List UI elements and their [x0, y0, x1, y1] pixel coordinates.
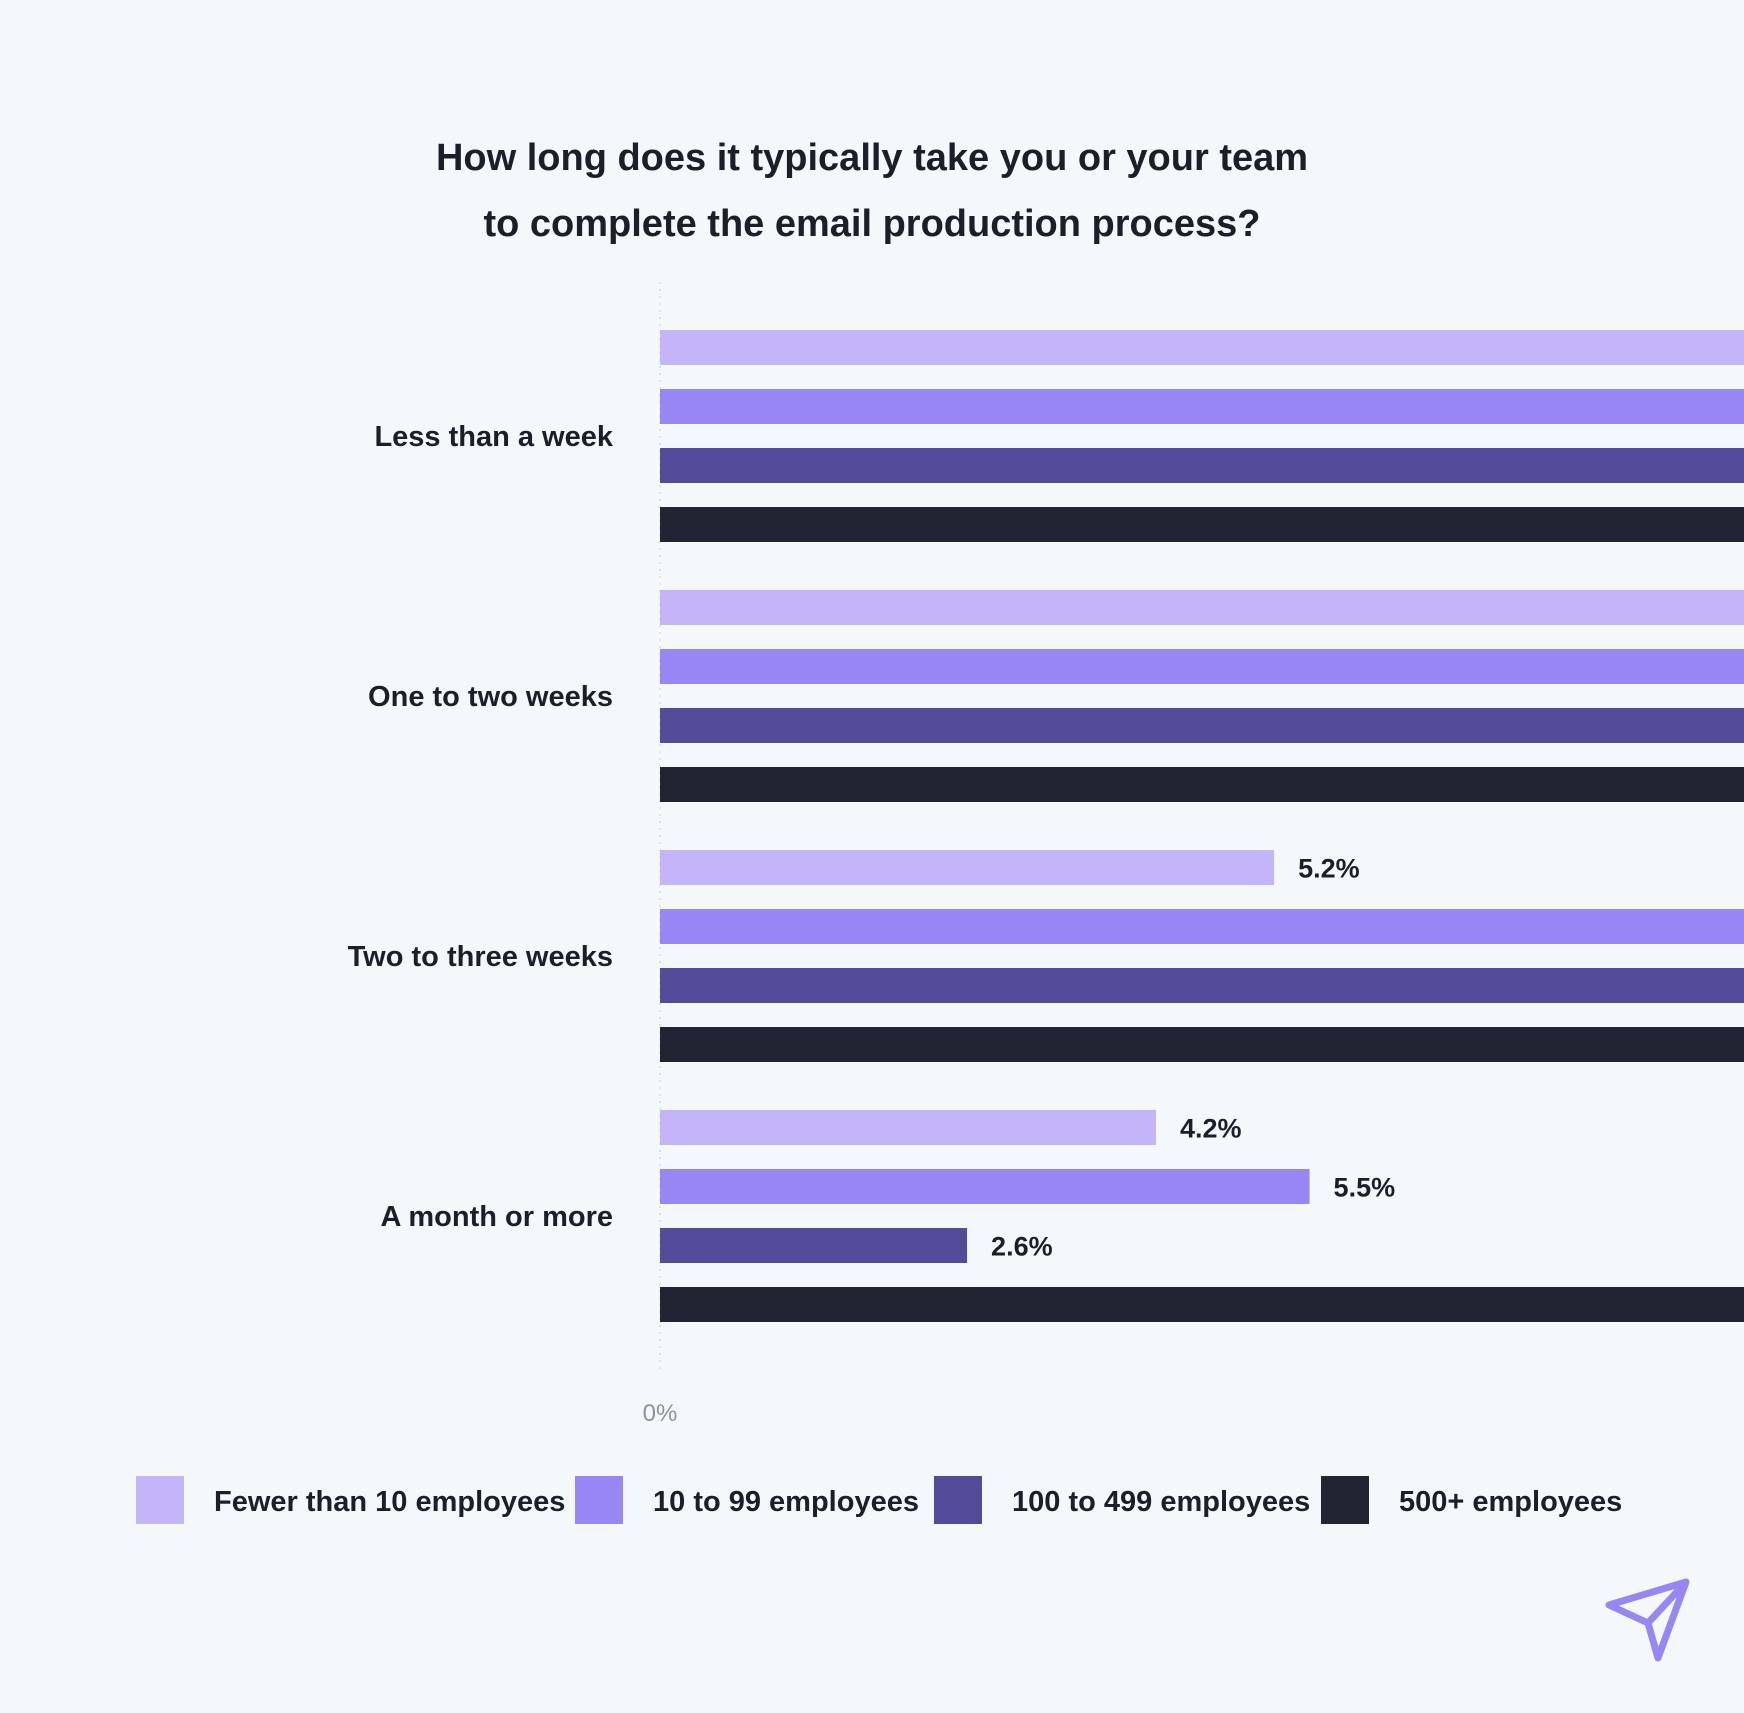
category-label: A month or more: [380, 1201, 613, 1233]
data-label: 2.6%: [991, 1232, 1053, 1262]
category-labels: Less than a week One to two weeks Two to t…: [348, 421, 614, 1233]
bar: [660, 968, 1744, 1003]
bar: [660, 850, 1275, 885]
bar: [660, 448, 1744, 483]
legend-swatch: [1321, 1476, 1369, 1524]
gridlines: [659, 282, 661, 1370]
bar: [660, 767, 1744, 802]
bar: [660, 649, 1744, 684]
legend: Fewer than 10 employees 10 to 99 employee…: [136, 1476, 1622, 1524]
bar: [660, 1287, 1744, 1322]
x-axis-ticks: 0%10%20%30%40%50%60%: [643, 1400, 678, 1427]
chart-title: How long does it typically take you or y…: [436, 137, 1308, 245]
data-label: 5.5%: [1334, 1173, 1396, 1203]
legend-swatch: [934, 1476, 982, 1524]
legend-label: 10 to 99 employees: [653, 1486, 919, 1518]
legend-swatch: [575, 1476, 623, 1524]
category-label: Two to three weeks: [348, 941, 613, 973]
bar: [660, 507, 1744, 542]
category-label: Less than a week: [374, 421, 613, 453]
chart-title-line: to complete the email production process…: [483, 203, 1260, 245]
bar: [660, 389, 1744, 424]
bar: [660, 1027, 1744, 1062]
data-label: 5.2%: [1298, 854, 1360, 884]
bar: [660, 1110, 1157, 1145]
legend-label: 500+ employees: [1399, 1486, 1622, 1518]
bar: [660, 1169, 1310, 1204]
legend-label: Fewer than 10 employees: [214, 1486, 565, 1518]
paper-plane-icon: [1605, 1578, 1690, 1662]
bar: [660, 708, 1744, 743]
bar: [660, 909, 1744, 944]
bar: [660, 1228, 968, 1263]
x-tick-label: 0%: [643, 1400, 678, 1427]
bars: 68.6%40.3%30.2%32.9%22%41.1%44.9%38.6%5.…: [660, 330, 1744, 1322]
bar: [660, 590, 1744, 625]
data-label: 4.2%: [1180, 1114, 1242, 1144]
chart-title-line: How long does it typically take you or y…: [436, 137, 1308, 179]
legend-swatch: [136, 1476, 184, 1524]
legend-label: 100 to 499 employees: [1012, 1486, 1310, 1518]
category-label: One to two weeks: [368, 681, 613, 713]
bar: [660, 330, 1744, 365]
